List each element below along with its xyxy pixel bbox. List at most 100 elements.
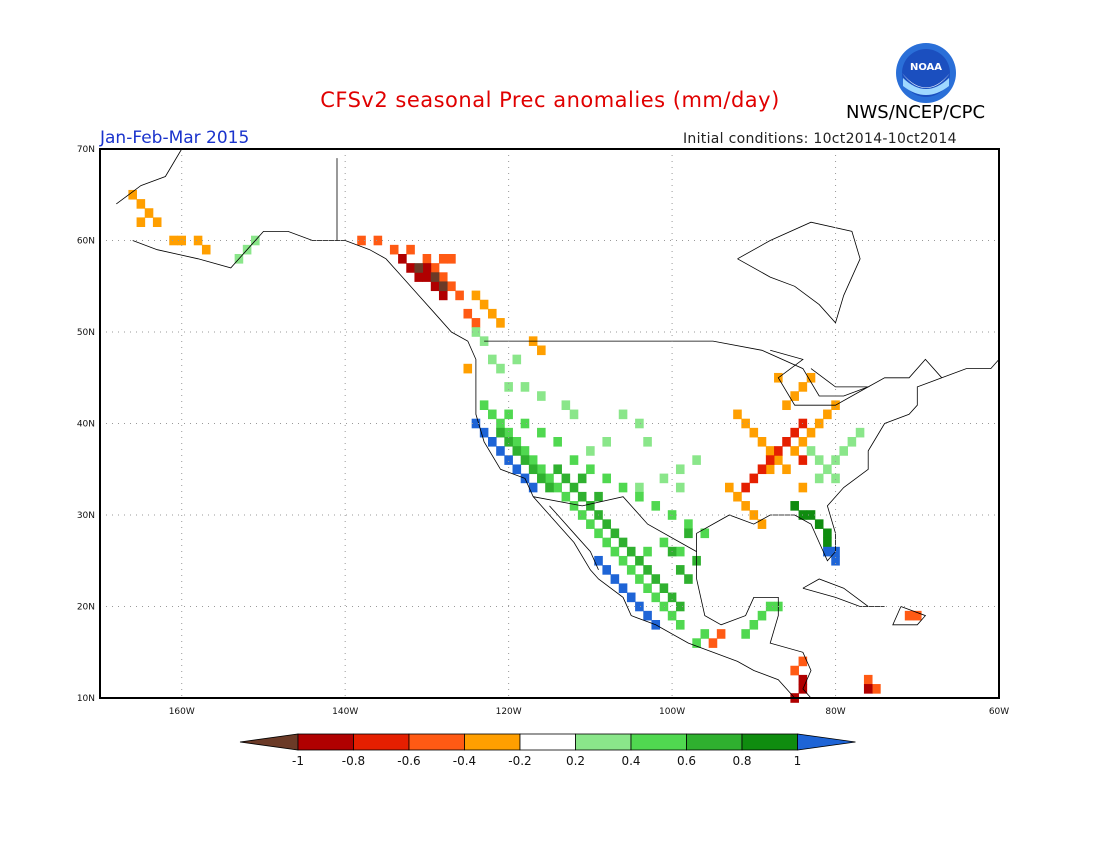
anomaly-cell bbox=[553, 482, 562, 493]
anomaly-cell bbox=[675, 619, 685, 630]
anomaly-cell bbox=[447, 253, 456, 264]
anomaly-cell bbox=[684, 574, 693, 584]
anomaly-cell bbox=[504, 409, 513, 420]
anomaly-cell bbox=[765, 601, 775, 612]
anomaly-cell bbox=[152, 217, 162, 228]
anomaly-cell bbox=[520, 418, 530, 429]
anomaly-cell bbox=[863, 684, 873, 694]
anomaly-cell bbox=[823, 409, 832, 420]
anomaly-cell bbox=[618, 409, 628, 420]
initial-conditions: Initial conditions: 10ct2014-10ct2014 bbox=[683, 131, 957, 147]
colorbar-label: 1 bbox=[794, 754, 802, 768]
anomaly-cell bbox=[831, 555, 840, 566]
anomaly-cell bbox=[700, 528, 710, 539]
map-title: CFSv2 seasonal Prec anomalies (mm/day) bbox=[320, 88, 780, 112]
anomaly-cell bbox=[782, 400, 791, 411]
anomaly-cell bbox=[675, 546, 685, 557]
anomaly-cell bbox=[806, 372, 816, 383]
anomaly-cell bbox=[488, 436, 497, 447]
anomaly-cell bbox=[798, 436, 808, 447]
anomaly-cell bbox=[602, 565, 611, 575]
anomaly-cell bbox=[790, 501, 799, 511]
anomaly-cell bbox=[651, 574, 661, 584]
anomaly-cell bbox=[790, 446, 799, 456]
colorbar-segment bbox=[575, 733, 632, 751]
anomaly-cell bbox=[643, 565, 652, 575]
anomaly-cell bbox=[667, 592, 677, 603]
anomaly-cell bbox=[553, 436, 562, 447]
anomaly-cell bbox=[455, 290, 464, 301]
anomaly-cell bbox=[757, 610, 767, 621]
anomaly-cell bbox=[422, 272, 432, 282]
anomaly-cell bbox=[839, 446, 849, 456]
pacific-coastline bbox=[132, 231, 795, 699]
hispaniola-coastline bbox=[892, 606, 927, 626]
anomaly-cell bbox=[626, 592, 636, 603]
colorbar-segment bbox=[353, 733, 410, 751]
anomaly-cell bbox=[594, 491, 603, 502]
anomaly-cell bbox=[512, 436, 522, 447]
anomaly-cell bbox=[675, 601, 685, 612]
anomaly-cell bbox=[406, 263, 415, 273]
hudson-bay-coastline bbox=[737, 221, 861, 324]
anomaly-cell bbox=[823, 537, 832, 548]
colorbar-arrow-low bbox=[239, 733, 299, 751]
colorbar-segment bbox=[741, 733, 798, 751]
colorbar-label: 0.8 bbox=[732, 754, 751, 768]
anomaly-cell bbox=[692, 638, 701, 648]
colorbar-label: 0.4 bbox=[621, 754, 640, 768]
anomaly-cell bbox=[823, 528, 832, 539]
anomaly-cell bbox=[635, 574, 644, 584]
anomaly-cell bbox=[798, 482, 808, 493]
anomaly-cell bbox=[528, 464, 538, 475]
anomaly-cell bbox=[479, 427, 489, 438]
anomaly-cell bbox=[512, 464, 522, 475]
lat-tick-label: 40N bbox=[77, 420, 95, 430]
anomaly-cell bbox=[602, 473, 611, 484]
anomaly-cell bbox=[586, 464, 595, 475]
anomaly-cell bbox=[757, 519, 767, 529]
anomaly-cell bbox=[790, 427, 799, 438]
anomaly-cell bbox=[684, 528, 693, 539]
anomaly-cell bbox=[798, 382, 808, 392]
anomaly-cell bbox=[537, 427, 546, 438]
anomaly-cell bbox=[471, 318, 481, 328]
anomaly-cell bbox=[823, 546, 832, 557]
anomaly-cell bbox=[635, 601, 644, 612]
anomaly-cell bbox=[782, 464, 791, 475]
anomaly-cell bbox=[577, 491, 587, 502]
anomaly-cell bbox=[765, 464, 775, 475]
map-frame bbox=[99, 148, 1000, 699]
anomaly-cell bbox=[667, 610, 677, 621]
anomaly-cell bbox=[594, 528, 603, 539]
anomaly-cell bbox=[651, 592, 661, 603]
anomaly-cell bbox=[496, 363, 505, 374]
anomaly-cell bbox=[504, 427, 513, 438]
anomaly-cell bbox=[561, 400, 571, 411]
anomaly-cell bbox=[577, 510, 587, 520]
anomaly-cell bbox=[177, 235, 187, 246]
lat-tick-label: 70N bbox=[77, 145, 95, 155]
anomaly-cell bbox=[594, 555, 603, 566]
anomaly-cell bbox=[806, 427, 816, 438]
anomaly-cell bbox=[602, 519, 611, 529]
anomaly-cell bbox=[790, 391, 799, 401]
gulf-california-coastline bbox=[549, 505, 599, 571]
anomaly-cell bbox=[504, 455, 513, 465]
anomaly-cell bbox=[438, 272, 448, 282]
lat-tick-label: 30N bbox=[77, 511, 95, 521]
colorbar-label: -0.6 bbox=[397, 754, 420, 768]
anomaly-cell bbox=[823, 464, 832, 475]
colorbar-segment bbox=[630, 733, 687, 751]
anomaly-cell bbox=[520, 382, 530, 392]
anomaly-cell bbox=[545, 482, 554, 493]
anomaly-cell bbox=[635, 491, 644, 502]
anomaly-cell bbox=[430, 272, 440, 282]
anomaly-cell bbox=[912, 610, 922, 621]
anomaly-cell bbox=[471, 418, 481, 429]
lon-tick-label: 80W bbox=[825, 707, 845, 717]
anomaly-cell bbox=[528, 482, 538, 493]
anomaly-cell bbox=[136, 199, 146, 209]
anomaly-cell bbox=[602, 537, 611, 548]
anomaly-cell bbox=[798, 674, 808, 685]
